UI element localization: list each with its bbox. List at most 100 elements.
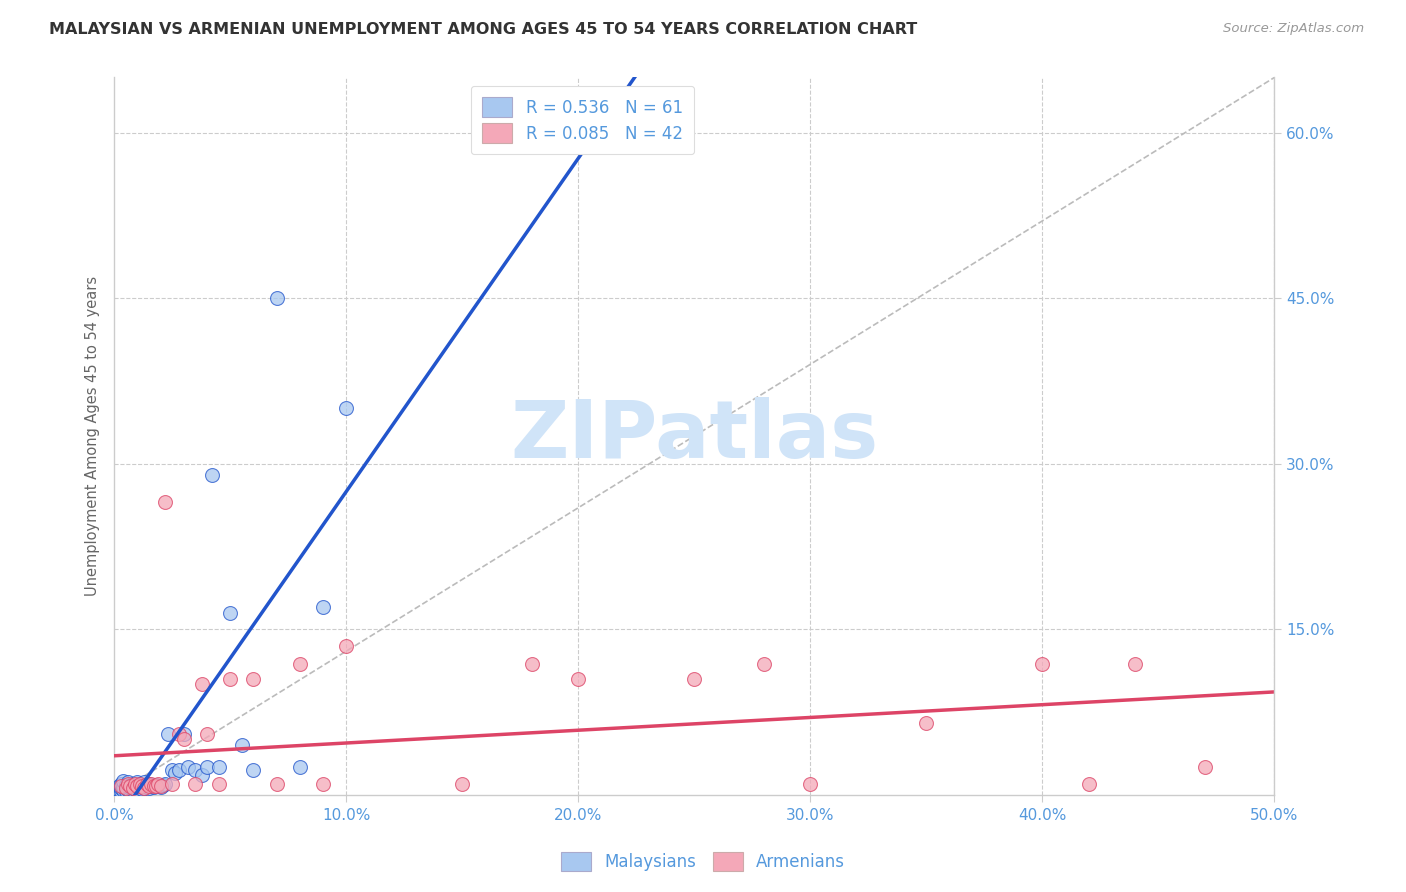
Point <box>110 780 132 795</box>
Point <box>112 783 135 797</box>
Point <box>520 126 543 140</box>
Point <box>112 780 135 794</box>
Point <box>128 776 150 790</box>
Point <box>195 727 218 741</box>
Point <box>167 764 190 778</box>
Point <box>567 672 589 686</box>
Point <box>149 779 172 793</box>
Point <box>141 779 163 793</box>
Point <box>219 606 242 620</box>
Point <box>117 780 139 794</box>
Point <box>134 780 156 795</box>
Point <box>142 779 165 793</box>
Point <box>163 765 186 780</box>
Point <box>1194 760 1216 774</box>
Point <box>131 779 153 793</box>
Point <box>128 780 150 795</box>
Point <box>110 779 132 793</box>
Point <box>451 776 474 790</box>
Point <box>231 738 253 752</box>
Point <box>135 776 157 790</box>
Point <box>141 776 163 790</box>
Point <box>683 672 706 686</box>
Point <box>131 782 153 797</box>
Point <box>312 600 335 615</box>
Point <box>142 780 165 794</box>
Point <box>131 778 153 792</box>
Point <box>145 778 167 792</box>
Point <box>117 783 139 797</box>
Point <box>160 764 183 778</box>
Point <box>138 776 160 790</box>
Point <box>201 467 224 482</box>
Point <box>114 780 136 795</box>
Point <box>124 779 146 793</box>
Point <box>138 779 160 793</box>
Point <box>1123 657 1146 672</box>
Point <box>114 778 136 792</box>
Point <box>266 776 288 790</box>
Point <box>127 779 149 793</box>
Point <box>915 715 938 730</box>
Point <box>184 764 207 778</box>
Point <box>121 780 143 795</box>
Point <box>121 780 143 794</box>
Point <box>120 779 142 793</box>
Point <box>207 760 229 774</box>
Legend: R = 0.536   N = 61, R = 0.085   N = 42: R = 0.536 N = 61, R = 0.085 N = 42 <box>471 86 695 154</box>
Point <box>152 778 174 792</box>
Point <box>105 782 128 797</box>
Point <box>114 784 136 798</box>
Point <box>114 780 136 795</box>
Legend: Malaysians, Armenians: Malaysians, Armenians <box>553 843 853 880</box>
Point <box>242 764 264 778</box>
Point <box>120 778 142 792</box>
Point <box>108 779 131 793</box>
Point <box>127 780 149 794</box>
Point <box>112 774 135 789</box>
Point <box>110 776 132 790</box>
Point <box>127 783 149 797</box>
Point <box>148 776 170 790</box>
Point <box>207 776 229 790</box>
Point <box>145 779 167 793</box>
Point <box>167 727 190 741</box>
Point <box>160 776 183 790</box>
Point <box>124 776 146 790</box>
Point <box>149 780 172 794</box>
Point <box>117 776 139 790</box>
Point <box>124 782 146 797</box>
Y-axis label: Unemployment Among Ages 45 to 54 years: Unemployment Among Ages 45 to 54 years <box>86 276 100 596</box>
Point <box>288 760 311 774</box>
Point <box>121 783 143 797</box>
Text: MALAYSIAN VS ARMENIAN UNEMPLOYMENT AMONG AGES 45 TO 54 YEARS CORRELATION CHART: MALAYSIAN VS ARMENIAN UNEMPLOYMENT AMONG… <box>49 22 918 37</box>
Point <box>135 779 157 793</box>
Point <box>120 780 142 795</box>
Point <box>752 657 775 672</box>
Point <box>191 768 214 782</box>
Point <box>138 780 160 795</box>
Point <box>156 727 179 741</box>
Point <box>128 776 150 790</box>
Point <box>799 776 821 790</box>
Point <box>312 776 335 790</box>
Point <box>335 401 357 416</box>
Point <box>1031 657 1053 672</box>
Point <box>1077 776 1099 790</box>
Text: ZIPatlas: ZIPatlas <box>510 397 879 475</box>
Text: Source: ZipAtlas.com: Source: ZipAtlas.com <box>1223 22 1364 36</box>
Point <box>134 780 156 795</box>
Point <box>173 732 195 747</box>
Point <box>110 784 132 798</box>
Point <box>288 657 311 672</box>
Point <box>155 776 177 790</box>
Point <box>184 776 207 790</box>
Point <box>173 727 195 741</box>
Point <box>108 783 131 797</box>
Point <box>121 776 143 790</box>
Point <box>148 779 170 793</box>
Point <box>242 672 264 686</box>
Point <box>134 775 156 789</box>
Point <box>520 657 543 672</box>
Point <box>195 760 218 774</box>
